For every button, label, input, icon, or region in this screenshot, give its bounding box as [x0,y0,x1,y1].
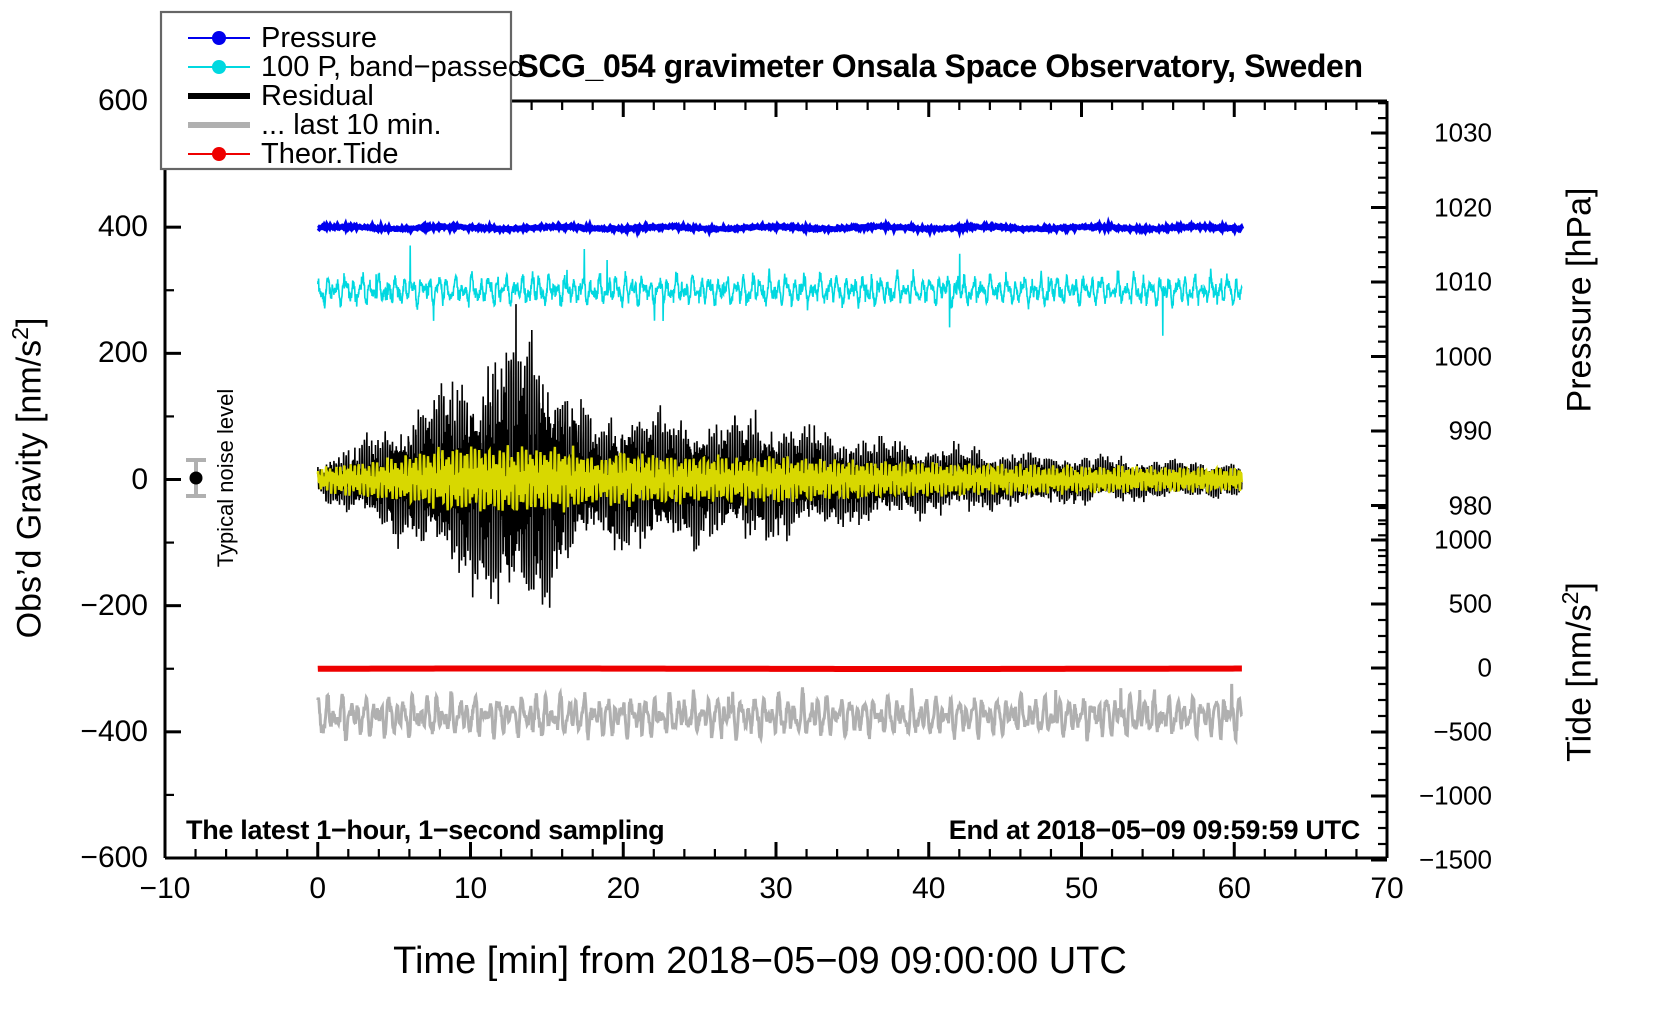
y-tick-label-left: −600 [80,841,148,874]
x-tick-label: 40 [912,872,946,905]
x-tick-label: 50 [1064,872,1099,905]
x-tick-label: 70 [1370,872,1404,905]
data-traces [316,216,1245,746]
y-axis-right-tide-title: Tide [nm/s2] [1557,582,1599,762]
series-band-passed [317,245,1243,336]
series-last-10-min [316,683,1243,746]
y-tick-label-left: 400 [97,210,148,244]
x-tick-label: −10 [139,872,191,905]
legend-marker-bandpassed [212,60,226,74]
y-tick-label-tide: −500 [1433,716,1492,747]
typical-noise-level-label: Typical noise level [213,388,238,568]
legend-label-bandpassed: 100 P, band−passed [261,51,525,83]
typical-noise-level-errorbar [186,458,206,498]
legend-box [159,10,513,171]
y-tick-label-pressure: 1020 [1434,192,1492,222]
y-tick-label-left: 200 [97,336,148,370]
y-tick-label-tide: 1000 [1434,524,1492,555]
y-tick-label-tide: −1500 [1418,844,1492,875]
x-tick-label: 30 [759,872,793,905]
x-tick-label: 0 [309,872,327,905]
x-tick-label: 60 [1217,872,1251,905]
page-title: SCG_054 gravimeter Onsala Space Observat… [517,48,1363,84]
y-tick-label-left: −200 [80,588,148,622]
y-tick-label-pressure: 980 [1448,490,1492,520]
sampling-note: The latest 1−hour, 1−second sampling [186,815,665,845]
x-tick-label: 20 [606,872,640,905]
y-tick-label-tide: 500 [1448,588,1492,619]
y-tick-label-left: 600 [97,84,148,117]
legend-label-tide: Theor.Tide [261,138,399,170]
y-tick-label-left: 0 [131,462,148,496]
y-tick-label-pressure: 1030 [1434,117,1492,148]
x-axis-title: Time [min] from 2018−05−09 09:00:00 UTC [393,940,1127,982]
legend-marker-tide [212,147,226,161]
y-tick-label-pressure: 990 [1448,415,1492,446]
y-tick-label-tide: −1000 [1418,780,1492,811]
legend-label-residual: Residual [261,80,374,112]
x-tick-label: 10 [453,872,488,905]
y-axis-right-pressure-title: Pressure [hPa] [1560,187,1599,413]
series-theoretical-tide [317,665,1242,672]
y-tick-label-pressure: 1000 [1434,341,1492,371]
y-tick-label-tide: 0 [1477,652,1492,683]
series-filtered-overlay [316,445,1244,513]
end-time-note: End at 2018−05−09 09:59:59 UTC [948,815,1361,845]
y-tick-label-pressure: 1010 [1434,266,1492,297]
legend-marker-pressure [212,31,226,45]
series-pressure [316,216,1245,239]
y-tick-label-left: −400 [80,714,148,748]
legend-label-pressure: Pressure [261,22,378,54]
legend-label-last10: ... last 10 min. [261,109,442,141]
